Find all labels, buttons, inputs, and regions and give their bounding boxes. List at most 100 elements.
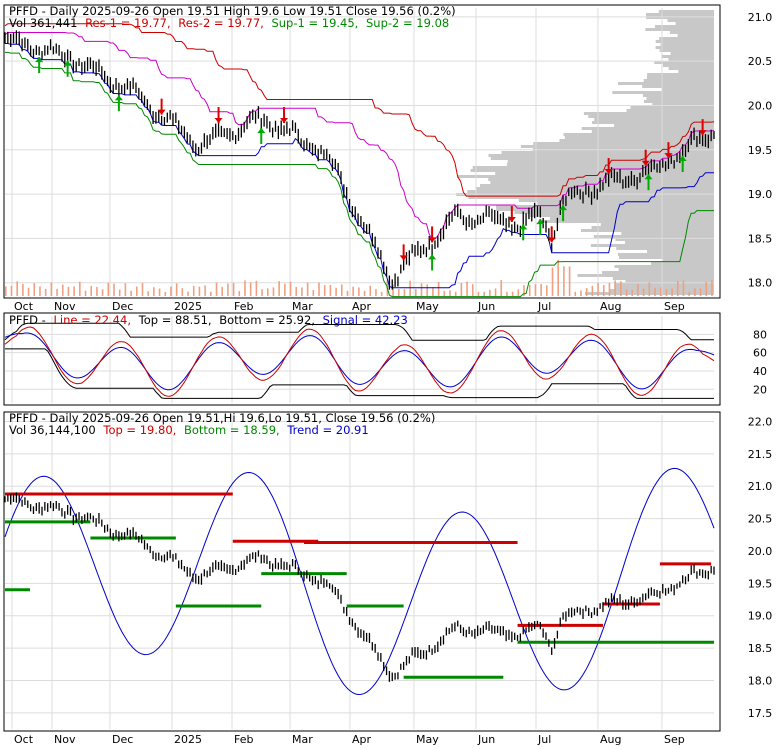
volume-bar <box>181 288 184 296</box>
sup-line <box>5 51 714 298</box>
volume-bar <box>249 282 252 296</box>
oscillator-line <box>4 326 715 397</box>
trend-x-tick-label: 2025 <box>174 733 202 745</box>
volume-profile-bar <box>563 133 714 136</box>
volume-bar <box>494 288 497 296</box>
volume-bar <box>654 287 656 296</box>
volume-bar <box>73 286 75 296</box>
sell-arrow <box>664 153 673 159</box>
volume-profile-bar <box>645 28 714 31</box>
volume-profile-bar <box>470 169 714 172</box>
trend-panel-frame <box>3 411 721 732</box>
oscillator-y-tick-label: 40 <box>753 365 767 378</box>
axes: 21.0 20.5 20.0 19.5 19.0 18.5 18.0 80 60 40 20 22.0… <box>14 11 773 746</box>
trend-x-tick-label: Jul <box>537 733 551 745</box>
volume-profile-bar <box>496 208 714 211</box>
volume-bar <box>397 289 400 296</box>
volume-profile-bar <box>626 109 714 112</box>
volume-bar <box>318 282 320 296</box>
volume-profile-bar <box>642 85 714 88</box>
volume-profile <box>456 10 714 295</box>
volume-profile-bar <box>507 163 714 166</box>
volume-bar <box>637 283 639 296</box>
volume-bar <box>141 282 144 296</box>
volume-bar <box>204 285 206 296</box>
volume-bar <box>409 280 411 296</box>
oscillator-y-tick-label: 60 <box>753 347 767 360</box>
volume-bar <box>289 281 292 296</box>
buy-arrow <box>644 174 653 180</box>
volume-profile-bar <box>647 76 714 79</box>
trend-x-tick-label: Aug <box>600 733 621 745</box>
volume-profile-bar <box>612 91 714 94</box>
volume-profile-bar <box>616 247 714 250</box>
volume-profile-bar <box>675 22 714 25</box>
price-y-tick-label: 20.0 <box>748 99 773 112</box>
price-panel-title: PFFD - Daily 2025-09-26 Open 19.51 High … <box>9 4 456 18</box>
volume-bar <box>158 288 161 296</box>
volume-profile-bar <box>488 178 714 181</box>
price-y-tick-label: 19.5 <box>748 144 773 157</box>
buy-arrow <box>536 219 545 225</box>
trend-volume-label: Vol 36,144,100 <box>9 423 96 437</box>
volume-bar <box>676 280 679 296</box>
buy-arrow <box>257 128 266 134</box>
volume-bar <box>420 283 423 296</box>
volume-bar <box>90 286 93 296</box>
volume-profile-bar <box>602 271 714 274</box>
volume-bar <box>67 286 70 296</box>
price-x-tick-label: Aug <box>600 300 621 313</box>
price-panel-subtitle: Vol 361,441 Res-1 = 19.77, Res-2 = 19.77… <box>9 16 449 30</box>
volume-bar <box>523 285 525 296</box>
volume-bar <box>443 290 446 296</box>
sell-arrow <box>214 118 223 124</box>
trend-y-tick-label: 20.0 <box>748 545 773 558</box>
volume-profile-bar <box>642 94 714 97</box>
volume-bar <box>329 284 332 296</box>
volume-profile-bar <box>590 244 714 247</box>
volume-bar <box>164 291 167 296</box>
volume-profile-bar <box>615 238 714 241</box>
volume-bar <box>688 291 690 296</box>
volume-bar <box>471 284 474 296</box>
volume-profile-bar <box>614 124 714 127</box>
volume-bar <box>694 288 696 296</box>
volume-bar <box>591 285 594 296</box>
oscillator-top-label: Top = 88.51, <box>138 313 212 327</box>
trend-x-tick-label: Oct <box>14 733 34 745</box>
volume-bar <box>585 288 588 296</box>
volume-profile-bar <box>592 121 714 124</box>
volume-bar <box>50 282 53 296</box>
volume-bar <box>625 289 628 296</box>
sell-arrow <box>428 237 437 243</box>
volume-profile-bar <box>643 100 714 103</box>
price-x-tick-label: May <box>416 300 439 313</box>
volume-bar <box>466 281 468 296</box>
trend-y-tick-label: 18.0 <box>748 674 773 687</box>
volume-bar <box>187 291 189 296</box>
sell-arrow <box>604 169 613 175</box>
volume-profile-bar <box>651 262 714 265</box>
volume-profile-bar <box>564 136 714 139</box>
trend-y-tick-label: 22.0 <box>748 415 773 428</box>
oscillator-bottom-label: Bottom = 25.92, <box>219 313 315 327</box>
volume-bar <box>215 282 218 296</box>
volume-profile-bar <box>647 73 714 76</box>
volume-bar <box>278 281 280 296</box>
volume-bar <box>107 282 110 296</box>
volume-profile-bar <box>617 82 714 85</box>
buy-arrow <box>519 224 528 230</box>
volume-profile-bar <box>476 187 714 190</box>
volume-profile-bar <box>514 211 714 214</box>
oscillator-prefix: PFFD - <box>9 313 46 327</box>
volume-profile-bar <box>591 226 714 229</box>
price-volume-label: Vol 361,441 <box>9 16 77 30</box>
volume-bar <box>432 287 434 296</box>
volume-profile-bar <box>581 127 714 130</box>
trend-y-tick-label: 20.5 <box>748 513 773 526</box>
volume-bar <box>227 283 229 296</box>
volume-profile-bar <box>472 166 714 169</box>
volume-bar <box>113 283 115 296</box>
volume-profile-bar <box>537 202 714 205</box>
sup2-label: Sup-2 = 19.08 <box>366 16 449 30</box>
